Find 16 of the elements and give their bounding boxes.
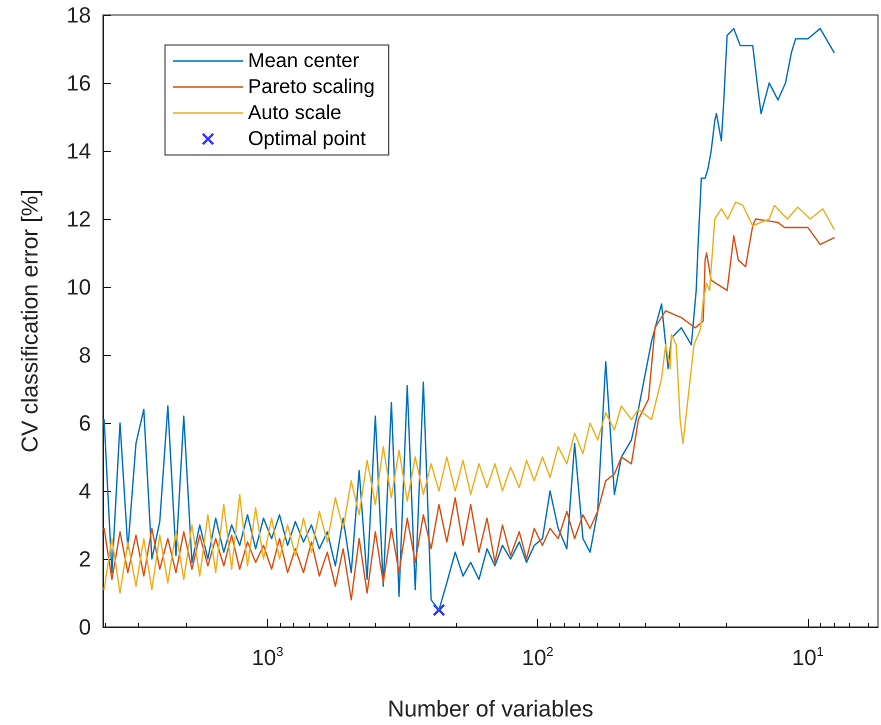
y-tick-label: 12 — [66, 206, 91, 232]
y-tick-label: 4 — [78, 478, 91, 504]
y-axis-title: CV classification error [%] — [16, 189, 42, 453]
y-tick-label: 14 — [66, 138, 91, 164]
x-axis-title: Number of variables — [388, 696, 594, 722]
y-tick-label: 0 — [78, 614, 91, 640]
y-tick-label: 8 — [78, 342, 91, 368]
y-tick-label: 2 — [78, 546, 91, 572]
legend-label: Auto scale — [248, 102, 342, 124]
legend-label: Mean center — [248, 50, 360, 72]
legend-label: Pareto scaling — [248, 76, 375, 98]
y-tick-label: 6 — [78, 410, 91, 436]
y-tick-label: 18 — [66, 2, 91, 28]
y-tick-label: 16 — [66, 70, 91, 96]
y-tick-label: 10 — [66, 274, 91, 300]
legend-label: Optimal point — [248, 128, 366, 150]
